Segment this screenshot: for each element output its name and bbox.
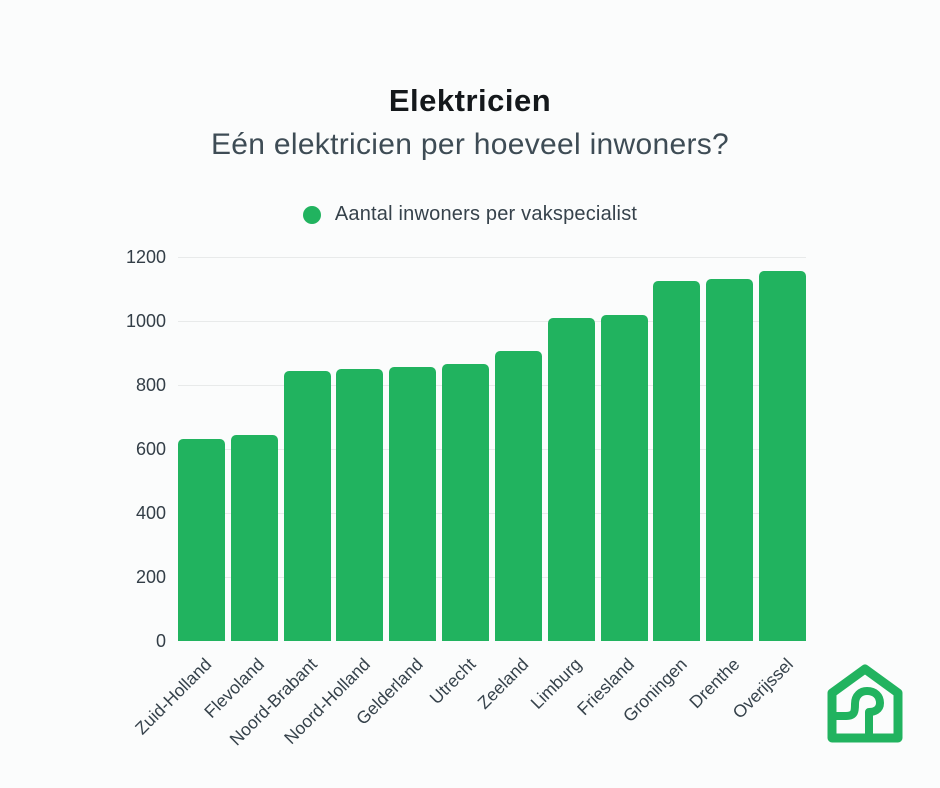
bar-groningen xyxy=(653,281,701,641)
bar-drenthe xyxy=(706,279,754,641)
bar-utrecht xyxy=(442,364,490,641)
grid-line xyxy=(178,321,806,322)
bar-flevoland xyxy=(230,434,278,641)
y-axis: 0 200 400 600 800 1000 1200 xyxy=(96,247,166,651)
house-logo-icon xyxy=(827,664,903,743)
y-tick-label: 1000 xyxy=(125,311,166,331)
y-tick-label: 800 xyxy=(135,375,166,395)
x-tick-label-zuid-holland: Zuid-Holland xyxy=(131,654,216,739)
x-tick-label-zeeland: Zeeland xyxy=(473,654,533,713)
grid-line xyxy=(178,257,806,258)
bar-zeeland xyxy=(494,351,542,641)
x-axis: Zuid-Holland Flevoland Noord-Brabant Noord-… xyxy=(131,648,806,778)
grid-line xyxy=(178,449,806,450)
legend-label: Aantal inwoners per vakspecialist xyxy=(334,203,638,225)
bar-noord-holland xyxy=(336,369,384,641)
y-tick-label: 200 xyxy=(135,567,166,587)
legend: Aantal inwoners per vakspecialist xyxy=(0,203,940,226)
page-title: Elektricien xyxy=(388,83,552,118)
bar-friesland xyxy=(600,314,648,641)
bar-gelderland xyxy=(389,367,437,641)
x-tick-label-utrecht: Utrecht xyxy=(425,654,480,709)
bar-zuid-holland xyxy=(178,439,225,641)
bar-overijssel xyxy=(759,271,806,641)
grid-line xyxy=(178,577,806,578)
y-tick-label: 0 xyxy=(155,631,166,651)
y-tick-label: 400 xyxy=(135,503,166,523)
legend-circle-icon xyxy=(302,205,321,224)
y-tick-label: 1200 xyxy=(125,247,166,267)
page-subtitle: Eén elektricien per hoeveel inwoners? xyxy=(210,128,730,161)
grid-line xyxy=(178,385,806,386)
grid-line xyxy=(178,513,806,514)
plot-area xyxy=(178,257,806,641)
bar-noord-brabant xyxy=(283,370,331,641)
y-tick-label: 600 xyxy=(135,439,166,459)
bar-limburg xyxy=(547,317,595,641)
